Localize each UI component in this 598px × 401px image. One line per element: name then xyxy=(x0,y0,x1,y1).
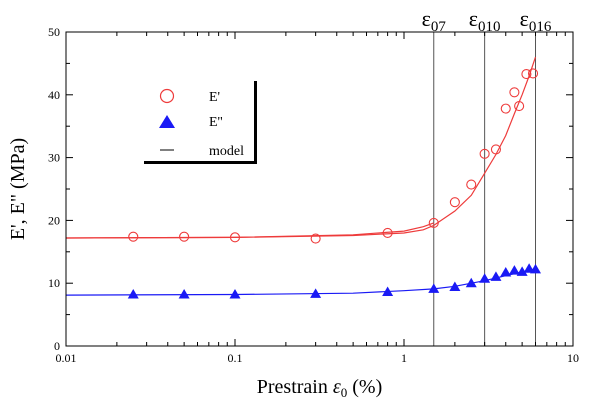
legend-box xyxy=(141,78,254,161)
point-e-prime xyxy=(229,232,241,243)
point-e-double-prime xyxy=(490,271,502,281)
vertical-line-label-1: ε010 xyxy=(469,6,501,35)
point-e-double-prime xyxy=(516,266,528,276)
point-e-prime xyxy=(449,197,460,208)
point-e-double-prime xyxy=(428,283,440,293)
vertical-reference-lines: ε07 ε010 ε016 xyxy=(422,6,552,346)
point-e-prime xyxy=(521,69,532,80)
point-e-prime xyxy=(179,231,190,242)
y-tick-label-1: 10 xyxy=(48,276,60,290)
legend-entry-model: model xyxy=(209,144,244,159)
model-curves xyxy=(65,56,537,296)
x-axis-label: Prestrain ε0 (%) xyxy=(257,376,382,400)
y-axis-label: E', E" (MPa) xyxy=(7,138,29,240)
y-tick-label-2: 20 xyxy=(48,213,60,227)
x-tick-label-1: 0.1 xyxy=(228,351,243,365)
point-e-double-prime xyxy=(382,286,394,296)
axis-ticks: 0.01 0.1 1 10 0 10 20 30 40 50 xyxy=(48,25,579,365)
point-e-prime xyxy=(128,231,139,242)
point-e-double-prime xyxy=(449,281,461,291)
point-e-prime xyxy=(428,217,439,228)
point-e-prime xyxy=(466,179,477,190)
point-e-double-prime xyxy=(178,289,190,299)
point-e-prime xyxy=(509,87,520,98)
y-tick-label-5: 50 xyxy=(48,25,60,39)
point-e-double-prime xyxy=(465,277,477,288)
model-curve-2 xyxy=(65,268,536,296)
point-e-prime xyxy=(479,148,490,159)
point-e-double-prime xyxy=(229,289,241,299)
x-tick-label-2: 1 xyxy=(401,351,407,365)
legend-marker-triangle-icon xyxy=(159,115,175,128)
point-e-double-prime xyxy=(500,267,512,277)
data-points xyxy=(127,68,542,299)
point-e-double-prime xyxy=(508,265,520,275)
vertical-line-label-0: ε07 xyxy=(422,6,447,35)
model-curve-0 xyxy=(65,56,537,239)
legend-entry-e-prime: E' xyxy=(209,90,220,105)
legend: E' E'' model xyxy=(141,78,257,164)
point-e-prime xyxy=(500,103,511,114)
point-e-double-prime xyxy=(127,289,139,299)
model-curve-1 xyxy=(65,222,435,239)
y-tick-label-3: 30 xyxy=(48,151,60,165)
point-e-double-prime xyxy=(310,288,322,298)
point-e-double-prime xyxy=(479,273,491,283)
legend-marker-circle-icon xyxy=(159,88,175,104)
y-tick-label-0: 0 xyxy=(54,339,60,353)
point-e-prime xyxy=(310,233,321,244)
point-e-prime xyxy=(514,101,525,112)
y-tick-label-4: 40 xyxy=(48,88,60,102)
x-tick-label-3: 10 xyxy=(567,351,579,365)
point-e-prime xyxy=(527,68,539,79)
point-e-prime xyxy=(490,144,501,155)
legend-entry-e-double-prime: E'' xyxy=(209,115,223,130)
vertical-line-label-2: ε016 xyxy=(520,6,552,35)
x-tick-label-0: 0.01 xyxy=(56,351,77,365)
point-e-prime xyxy=(382,227,393,239)
point-e-double-prime xyxy=(530,263,542,274)
